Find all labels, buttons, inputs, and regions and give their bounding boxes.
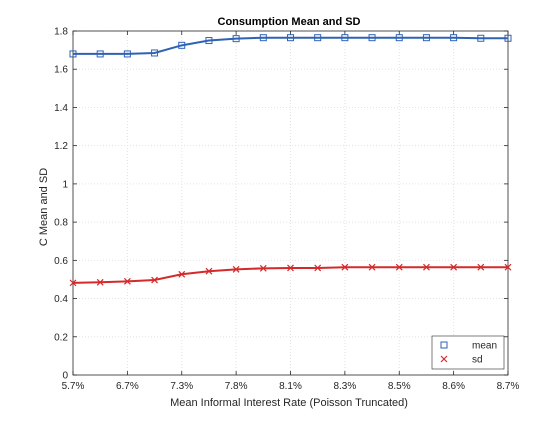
- x-tick-label: 8.6%: [442, 381, 465, 392]
- x-tick-label: 8.3%: [333, 381, 356, 392]
- data-point-sd: [69, 279, 77, 287]
- y-tick-label: 1.6: [54, 65, 68, 76]
- y-tick-label: 1: [62, 179, 68, 190]
- data-point-sd: [96, 278, 104, 286]
- data-point-mean: [259, 34, 267, 42]
- x-axis-ticks: 5.7% 6.7% 7.3% 7.8% 8.1% 8.3% 8.5% 8.6% 8.7%: [62, 31, 520, 392]
- y-tick-label: 0.4: [54, 294, 68, 305]
- x-tick-label: 7.3%: [170, 381, 193, 392]
- data-point-mean: [477, 34, 485, 42]
- data-point-sd: [341, 263, 349, 271]
- legend-marker-mean: [440, 341, 448, 349]
- data-point-mean: [314, 34, 322, 42]
- x-tick-label: 8.5%: [388, 381, 411, 392]
- data-point-mean: [368, 34, 376, 42]
- x-axis-label: Mean Informal Interest Rate (Poisson Tru…: [170, 397, 408, 409]
- data-point-sd: [368, 263, 376, 271]
- chart-title: Consumption Mean and SD: [218, 16, 361, 28]
- series-sd: [69, 263, 512, 287]
- y-tick-label: 0.2: [54, 332, 68, 343]
- legend-label-mean: mean: [472, 341, 497, 352]
- x-tick-label: 8.1%: [279, 381, 302, 392]
- data-point-sd: [504, 263, 512, 271]
- series-line-mean: [73, 36, 508, 55]
- data-point-mean: [287, 34, 294, 42]
- data-point-mean: [151, 49, 159, 57]
- data-point-sd: [395, 263, 403, 271]
- data-point-sd: [477, 263, 485, 271]
- x-tick-label: 6.7%: [116, 381, 139, 392]
- y-tick-label: 1.4: [54, 103, 68, 114]
- data-point-sd: [123, 277, 131, 285]
- data-point-mean: [395, 34, 403, 42]
- y-axis-label: C Mean and SD: [38, 168, 50, 246]
- data-point-mean: [205, 37, 213, 45]
- data-point-sd: [151, 276, 158, 284]
- series-mean: [69, 34, 512, 58]
- y-tick-label: 0: [62, 371, 68, 382]
- data-point-mean: [96, 50, 104, 58]
- data-point-sd: [423, 263, 430, 271]
- data-point-sd: [205, 267, 213, 275]
- y-tick-label: 0.6: [54, 256, 68, 267]
- x-tick-label: 5.7%: [62, 381, 85, 392]
- data-point-mean: [232, 35, 240, 43]
- legend: mean sd: [431, 335, 505, 370]
- data-point-mean: [504, 34, 512, 42]
- data-point-mean: [123, 50, 131, 58]
- y-tick-label: 1.8: [54, 27, 68, 38]
- data-point-mean: [341, 34, 349, 42]
- y-tick-label: 1.2: [54, 141, 68, 152]
- data-point-mean: [422, 34, 430, 42]
- y-tick-label: 0.8: [54, 218, 68, 229]
- data-point-mean: [69, 50, 77, 58]
- data-point-sd: [450, 263, 458, 271]
- grid-lines: [73, 30, 508, 375]
- legend-label-sd: sd: [472, 355, 483, 366]
- data-point-sd: [232, 265, 240, 273]
- data-point-sd: [314, 264, 322, 272]
- data-point-mean: [450, 34, 458, 42]
- legend-marker-sd: [440, 355, 448, 363]
- data-point-sd: [287, 264, 294, 272]
- x-tick-label: 7.8%: [225, 381, 248, 392]
- data-point-sd: [178, 270, 186, 278]
- data-point-mean: [178, 41, 186, 49]
- axes-box: [72, 30, 509, 376]
- x-tick-label: 8.7%: [497, 381, 520, 392]
- data-point-sd: [259, 264, 267, 272]
